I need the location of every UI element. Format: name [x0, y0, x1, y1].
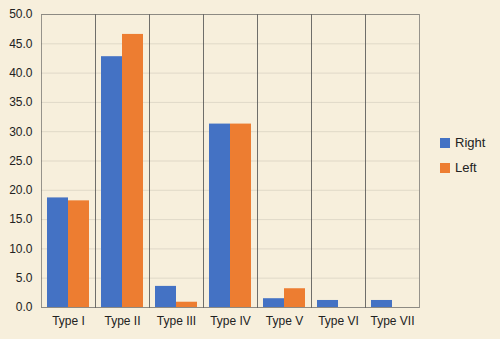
svg-text:Type I: Type I — [52, 314, 85, 328]
html-text:Left: Left — [455, 160, 477, 175]
svg-text:Type II: Type II — [104, 314, 140, 328]
svg-text:Type V: Type V — [266, 314, 303, 328]
svg-text:5.0: 5.0 — [16, 271, 33, 285]
html-text:Right: Right — [455, 135, 486, 150]
svg-text:20.0: 20.0 — [9, 183, 33, 197]
svg-text:Type VI: Type VI — [318, 314, 359, 328]
svg-text:25.0: 25.0 — [9, 154, 33, 168]
svg-text:Type III: Type III — [157, 314, 196, 328]
svg-text:50.0: 50.0 — [9, 7, 33, 21]
svg-text:30.0: 30.0 — [9, 125, 33, 139]
svg-text:Type IV: Type IV — [210, 314, 251, 328]
svg-text:Type VII: Type VII — [370, 314, 414, 328]
svg-text:10.0: 10.0 — [9, 242, 33, 256]
svg-text:35.0: 35.0 — [9, 95, 33, 109]
svg-text:15.0: 15.0 — [9, 212, 33, 226]
svg-text:40.0: 40.0 — [9, 66, 33, 80]
svg-text:45.0: 45.0 — [9, 37, 33, 51]
svg-text:0.0: 0.0 — [16, 300, 33, 314]
